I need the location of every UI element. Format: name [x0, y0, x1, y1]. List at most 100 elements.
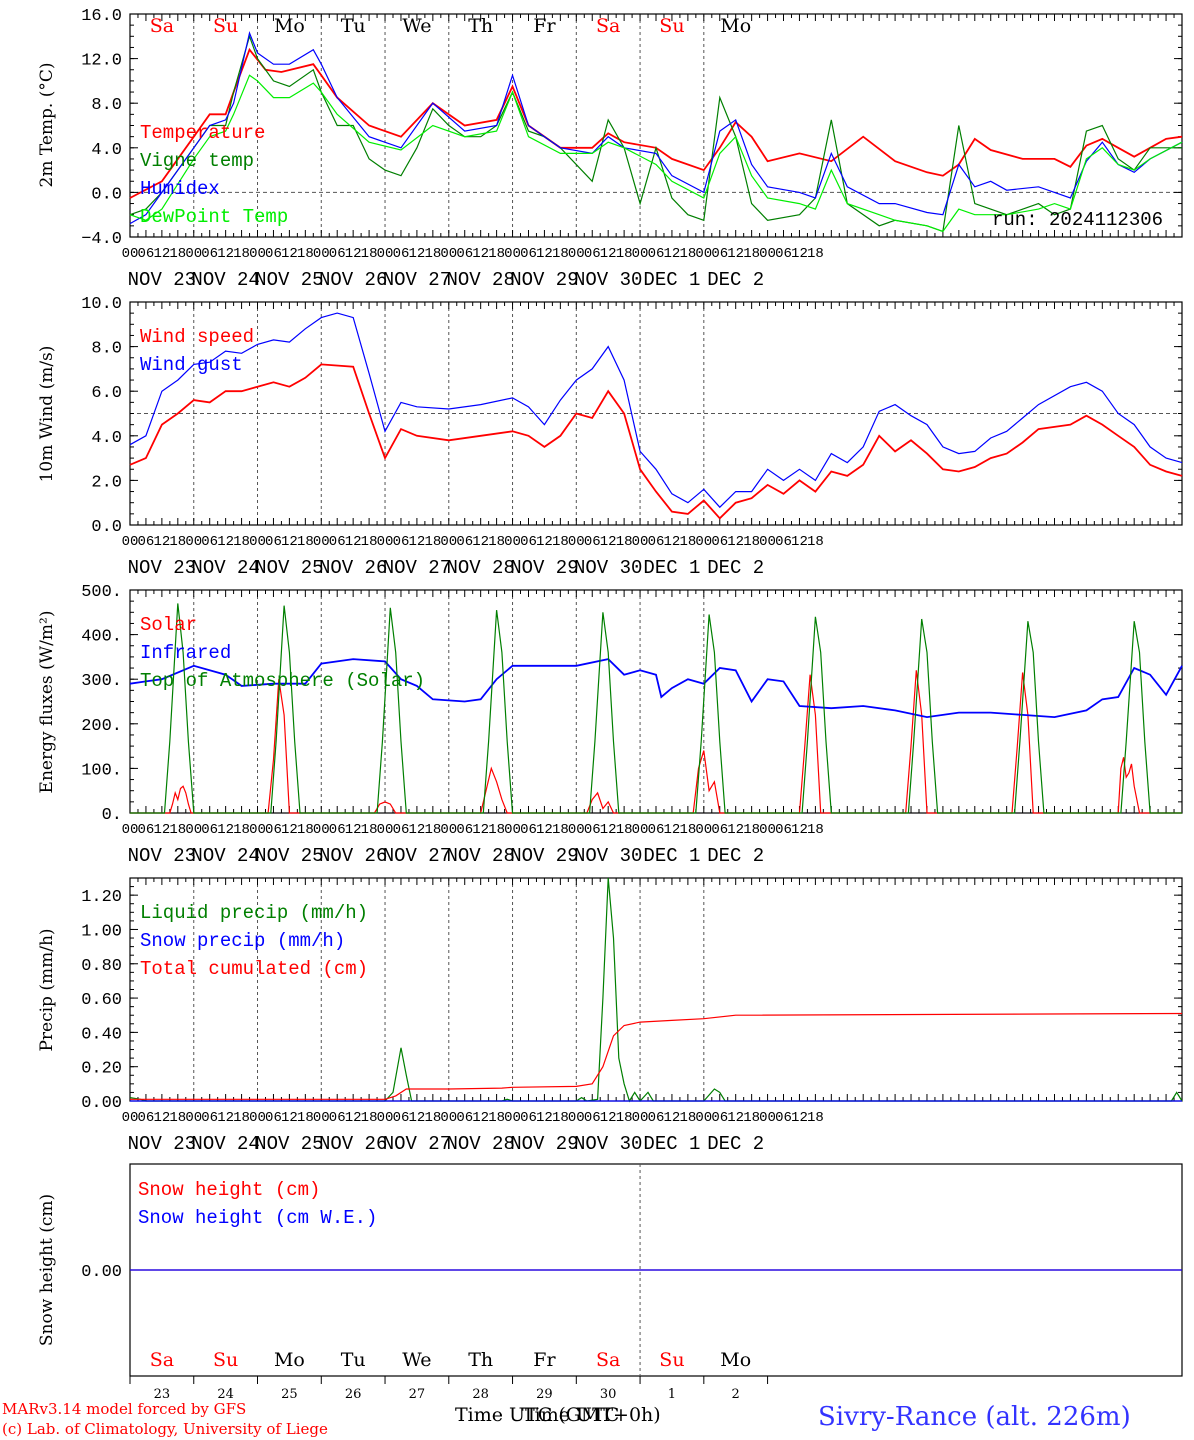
hour-tick-label: 06: [584, 534, 601, 550]
date-label: DEC 1: [643, 1133, 700, 1155]
hour-tick-label: 00: [695, 822, 712, 838]
hour-tick-label: 00: [122, 822, 139, 838]
hour-tick-label: 18: [743, 1110, 760, 1126]
hour-tick-label: 00: [313, 246, 330, 262]
footer-credit-line1: MARv3.14 model forced by GFS: [2, 1400, 247, 1418]
hour-tick-label: 18: [169, 534, 186, 550]
hour-tick-label: 00: [377, 1110, 394, 1126]
legend-entry: Snow precip (mm/h): [140, 930, 345, 952]
date-label: NOV 25: [255, 557, 323, 579]
hour-tick-label: 12: [153, 534, 170, 550]
weekday-label: Fr: [533, 1349, 556, 1371]
hour-tick-label: 06: [456, 1110, 473, 1126]
date-label: NOV 24: [191, 845, 259, 867]
date-label: NOV 23: [128, 845, 196, 867]
hour-tick-label: 06: [138, 534, 155, 550]
legend-entry: Infrared: [140, 642, 231, 664]
hour-tick-label: 00: [759, 534, 776, 550]
date-label: NOV 25: [255, 269, 323, 291]
hour-tick-label: 12: [409, 246, 426, 262]
hour-tick-label: 18: [679, 246, 696, 262]
hour-tick-label: 00: [313, 1110, 330, 1126]
hour-tick-label: 18: [616, 1110, 633, 1126]
y-tick-label: 16.0: [81, 7, 122, 26]
y-tick-label: 0.20: [81, 1060, 122, 1079]
hour-tick-label: 18: [743, 534, 760, 550]
legend-entry: Snow height (cm): [138, 1179, 320, 1201]
day-number-label: 28: [472, 1387, 489, 1402]
hour-tick-label: 00: [185, 246, 202, 262]
hour-tick-label: 06: [520, 822, 537, 838]
day-number-label: 24: [217, 1387, 234, 1402]
hour-tick-label: 12: [664, 1110, 681, 1126]
hour-tick-label: 18: [488, 246, 505, 262]
hour-tick-label: 12: [791, 1110, 808, 1126]
hour-tick-label: 06: [775, 822, 792, 838]
hour-tick-label: 18: [361, 534, 378, 550]
hour-tick-label: 00: [249, 246, 266, 262]
date-label: NOV 29: [510, 557, 578, 579]
y-axis-title: Precip (mm/h): [37, 928, 57, 1051]
hour-tick-label: 00: [185, 1110, 202, 1126]
hour-tick-label: 00: [504, 822, 521, 838]
hour-tick-label: 12: [153, 246, 170, 262]
hour-tick-label: 18: [424, 534, 441, 550]
hour-tick-label: 18: [552, 1110, 569, 1126]
weekday-label: Sa: [150, 1349, 174, 1371]
date-label: NOV 24: [191, 269, 259, 291]
hour-tick-label: 06: [648, 534, 665, 550]
hour-tick-label: 12: [217, 534, 234, 550]
legend-entry: Temperature: [140, 122, 265, 144]
hour-tick-label: 06: [329, 534, 346, 550]
legend-entry: Snow height (cm W.E.): [138, 1207, 377, 1229]
hour-tick-label: 06: [393, 822, 410, 838]
hour-tick-label: 06: [711, 1110, 728, 1126]
hour-tick-label: 12: [727, 246, 744, 262]
date-label: NOV 29: [510, 269, 578, 291]
hour-tick-label: 12: [217, 246, 234, 262]
hour-tick-label: 06: [329, 246, 346, 262]
y-tick-label: 200.: [81, 717, 122, 736]
date-label: NOV 27: [383, 557, 451, 579]
series-line: [129, 877, 1183, 1103]
hour-tick-label: 06: [456, 822, 473, 838]
date-label: NOV 28: [446, 845, 514, 867]
hour-tick-label: 00: [440, 1110, 457, 1126]
date-label: NOV 23: [128, 557, 196, 579]
date-label: DEC 1: [643, 557, 700, 579]
date-label: NOV 30: [574, 845, 642, 867]
y-tick-label: 6.0: [91, 384, 122, 403]
hour-tick-label: 12: [536, 1110, 553, 1126]
y-tick-label: 1.20: [81, 888, 122, 907]
y-tick-label: 0.60: [81, 991, 122, 1010]
hour-tick-label: 00: [122, 1110, 139, 1126]
hour-tick-label: 12: [600, 1110, 617, 1126]
hour-tick-label: 18: [488, 534, 505, 550]
legend-entry: Vigne temp: [140, 150, 254, 172]
series-line: [129, 74, 1183, 233]
day-number-label: 25: [281, 1387, 298, 1402]
y-tick-label: 8.0: [91, 340, 122, 359]
hour-tick-label: 06: [648, 1110, 665, 1126]
hour-tick-label: 12: [409, 1110, 426, 1126]
y-tick-label: 0.: [102, 806, 122, 825]
weekday-label: Fr: [533, 15, 556, 37]
hour-tick-label: 00: [249, 534, 266, 550]
series-line: [129, 30, 1183, 225]
hour-tick-label: 18: [616, 246, 633, 262]
station-label: Sivry-Rance (alt. 226m): [818, 1402, 1131, 1432]
hour-tick-label: 06: [138, 246, 155, 262]
hour-tick-label: 12: [600, 246, 617, 262]
hour-tick-label: 12: [153, 1110, 170, 1126]
footer-credit-line2: (c) Lab. of Climatology, University of L…: [2, 1420, 328, 1438]
hour-tick-label: 06: [648, 822, 665, 838]
hour-tick-label: 00: [377, 534, 394, 550]
y-tick-label: 0.00: [81, 1263, 122, 1282]
date-label: NOV 25: [255, 845, 323, 867]
date-label: DEC 1: [643, 845, 700, 867]
hour-tick-label: 18: [488, 1110, 505, 1126]
hour-tick-label: 12: [281, 1110, 298, 1126]
hour-tick-label: 18: [743, 822, 760, 838]
hour-tick-label: 12: [281, 822, 298, 838]
day-number-label: 27: [409, 1387, 426, 1402]
